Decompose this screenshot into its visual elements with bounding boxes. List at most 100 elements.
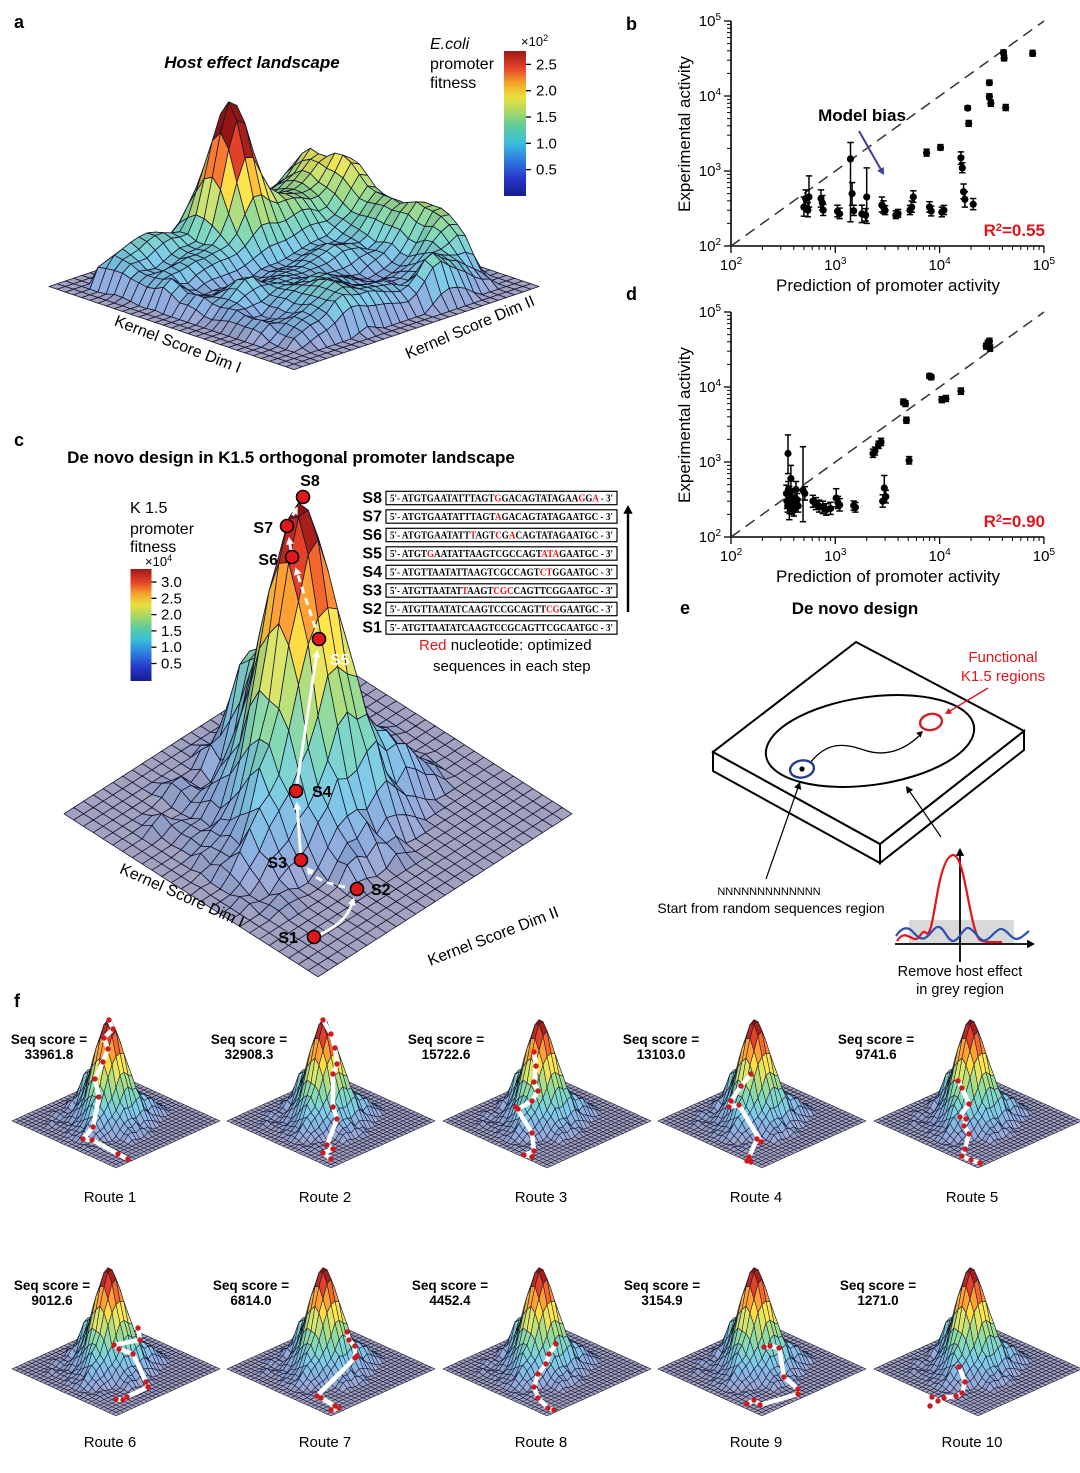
svg-text:33961.8: 33961.8 xyxy=(25,1047,74,1062)
svg-text:Prediction of promoter activit: Prediction of promoter activity xyxy=(776,567,1000,586)
svg-text:5'- ATGTGAATATTAAGTCGCCAGTATAG: 5'- ATGTGAATATTAAGTCGCCAGTATAGAATGC - 3' xyxy=(390,549,613,560)
svg-text:De novo design in K1.5 orthogo: De novo design in K1.5 orthogonal promot… xyxy=(67,448,515,467)
svg-text:Route 3: Route 3 xyxy=(515,1189,568,1206)
svg-text:5'- ATGTGAATATTTAGTAGACAGTATAG: 5'- ATGTGAATATTTAGTAGACAGTATAGAATGC - 3' xyxy=(390,512,613,523)
svg-text:2.5: 2.5 xyxy=(536,56,557,73)
svg-text:Experimental activity: Experimental activity xyxy=(675,347,694,503)
svg-text:S2: S2 xyxy=(362,601,382,618)
svg-text:S5: S5 xyxy=(362,545,382,562)
svg-text:1.5: 1.5 xyxy=(536,109,557,126)
svg-text:103: 103 xyxy=(824,547,847,565)
svg-text:Seq score =: Seq score = xyxy=(11,1032,87,1047)
svg-text:NNNNNNNNNNNNN: NNNNNNNNNNNNN xyxy=(717,886,820,898)
svg-text:Route 7: Route 7 xyxy=(299,1434,352,1451)
svg-text:in grey region: in grey region xyxy=(916,982,1004,998)
svg-text:103: 103 xyxy=(824,256,847,274)
svg-text:×102: ×102 xyxy=(521,33,548,49)
svg-text:K 1.5: K 1.5 xyxy=(130,500,167,517)
svg-text:S4: S4 xyxy=(362,564,382,581)
svg-text:sequences in each step: sequences in each step xyxy=(433,658,591,675)
svg-text:S6: S6 xyxy=(258,552,278,569)
svg-text:32908.3: 32908.3 xyxy=(225,1047,274,1062)
svg-text:5'- ATGTTAATATTAAGTCGCCAGTTCGG: 5'- ATGTTAATATTAAGTCGCCAGTTCGGAATGC - 3' xyxy=(390,586,613,597)
svg-text:1.0: 1.0 xyxy=(536,135,557,152)
svg-text:De novo design: De novo design xyxy=(792,599,919,618)
svg-text:Seq score =: Seq score = xyxy=(211,1032,287,1047)
svg-text:Seq score =: Seq score = xyxy=(213,1278,289,1293)
svg-text:S1: S1 xyxy=(362,619,382,636)
svg-text:Kernel Score Dim II: Kernel Score Dim II xyxy=(426,904,562,970)
svg-text:b: b xyxy=(626,14,637,34)
svg-text:a: a xyxy=(14,12,25,32)
svg-text:Seq score =: Seq score = xyxy=(408,1032,484,1047)
svg-text:Seq score =: Seq score = xyxy=(624,1278,700,1293)
svg-text:3154.9: 3154.9 xyxy=(641,1293,682,1308)
svg-text:S4: S4 xyxy=(312,784,332,801)
svg-text:S8: S8 xyxy=(362,490,382,507)
svg-text:×104: ×104 xyxy=(145,553,172,569)
svg-text:104: 104 xyxy=(699,378,722,396)
svg-text:Model bias: Model bias xyxy=(818,106,906,125)
svg-text:1.0: 1.0 xyxy=(161,639,182,656)
svg-text:Host effect landscape: Host effect landscape xyxy=(164,53,339,72)
svg-text:promoter: promoter xyxy=(430,56,495,73)
svg-text:105: 105 xyxy=(1033,256,1056,274)
svg-text:Remove host effect: Remove host effect xyxy=(898,964,1023,980)
svg-text:3.0: 3.0 xyxy=(161,574,182,591)
svg-text:Functional: Functional xyxy=(968,649,1037,666)
svg-text:105: 105 xyxy=(699,303,722,321)
svg-text:105: 105 xyxy=(1033,547,1056,565)
svg-text:103: 103 xyxy=(699,162,722,180)
svg-text:Route 10: Route 10 xyxy=(942,1434,1003,1451)
svg-text:5'- ATGTTAATATCAAGTCCGCAGTTCGG: 5'- ATGTTAATATCAAGTCCGCAGTTCGGAATGC - 3' xyxy=(390,605,613,616)
svg-text:Seq score =: Seq score = xyxy=(412,1278,488,1293)
svg-text:Route 8: Route 8 xyxy=(515,1434,568,1451)
svg-text:S7: S7 xyxy=(362,508,382,525)
svg-text:Route 1: Route 1 xyxy=(84,1189,137,1206)
svg-text:S8: S8 xyxy=(300,473,320,490)
svg-text:105: 105 xyxy=(699,12,722,30)
svg-text:1.5: 1.5 xyxy=(161,623,182,640)
svg-text:102: 102 xyxy=(720,256,743,274)
svg-text:5'- ATGTTAATATCAAGTCCGCAGTTCGC: 5'- ATGTTAATATCAAGTCCGCAGTTCGCAATGC - 3' xyxy=(390,623,613,634)
svg-text:R2=0.55: R2=0.55 xyxy=(984,221,1045,240)
svg-text:Route 4: Route 4 xyxy=(730,1189,783,1206)
svg-text:104: 104 xyxy=(928,256,951,274)
svg-text:S1: S1 xyxy=(278,930,298,947)
svg-text:Prediction of promoter activit: Prediction of promoter activity xyxy=(776,276,1000,295)
svg-text:S7: S7 xyxy=(253,520,273,537)
svg-text:Experimental activity: Experimental activity xyxy=(675,56,694,212)
svg-text:S3: S3 xyxy=(362,582,382,599)
svg-text:13103.0: 13103.0 xyxy=(637,1047,686,1062)
svg-text:102: 102 xyxy=(699,237,722,255)
svg-text:15722.6: 15722.6 xyxy=(422,1047,471,1062)
svg-text:5'- ATGTGAATATTTAGTCGACAGTATAG: 5'- ATGTGAATATTTAGTCGACAGTATAGAATGC - 3' xyxy=(390,531,613,542)
svg-text:c: c xyxy=(14,430,24,450)
svg-text:104: 104 xyxy=(699,87,722,105)
svg-text:5'- ATGTGAATATTTAGTGGACAGTATAG: 5'- ATGTGAATATTTAGTGGACAGTATAGAAGGA - 3' xyxy=(390,494,613,505)
svg-text:102: 102 xyxy=(720,547,743,565)
svg-text:Seq score =: Seq score = xyxy=(840,1278,916,1293)
svg-text:S2: S2 xyxy=(371,882,391,899)
svg-text:R2=0.90: R2=0.90 xyxy=(984,512,1045,531)
svg-text:2.5: 2.5 xyxy=(161,590,182,607)
svg-text:0.5: 0.5 xyxy=(161,656,182,673)
svg-text:Route 2: Route 2 xyxy=(299,1189,352,1206)
svg-text:9012.6: 9012.6 xyxy=(31,1293,73,1308)
svg-text:0.5: 0.5 xyxy=(536,162,557,179)
svg-text:103: 103 xyxy=(699,453,722,471)
svg-text:2.0: 2.0 xyxy=(161,607,182,624)
svg-text:5'- ATGTTAATATTAAGTCGCCAGTCTGG: 5'- ATGTTAATATTAAGTCGCCAGTCTGGAATGC - 3' xyxy=(390,568,613,579)
svg-text:102: 102 xyxy=(699,528,722,546)
svg-text:Route 6: Route 6 xyxy=(84,1434,137,1451)
svg-text:K1.5 regions: K1.5 regions xyxy=(961,668,1045,685)
svg-text:S6: S6 xyxy=(362,527,382,544)
svg-text:Seq score =: Seq score = xyxy=(14,1278,90,1293)
svg-text:promoter: promoter xyxy=(130,521,195,538)
svg-text:1271.0: 1271.0 xyxy=(857,1293,898,1308)
svg-text:d: d xyxy=(626,284,637,304)
svg-text:Seq score =: Seq score = xyxy=(838,1032,914,1047)
svg-text:2.0: 2.0 xyxy=(536,83,557,100)
svg-text:e: e xyxy=(680,598,690,618)
svg-text:Start from random sequences re: Start from random sequences region xyxy=(657,900,884,916)
